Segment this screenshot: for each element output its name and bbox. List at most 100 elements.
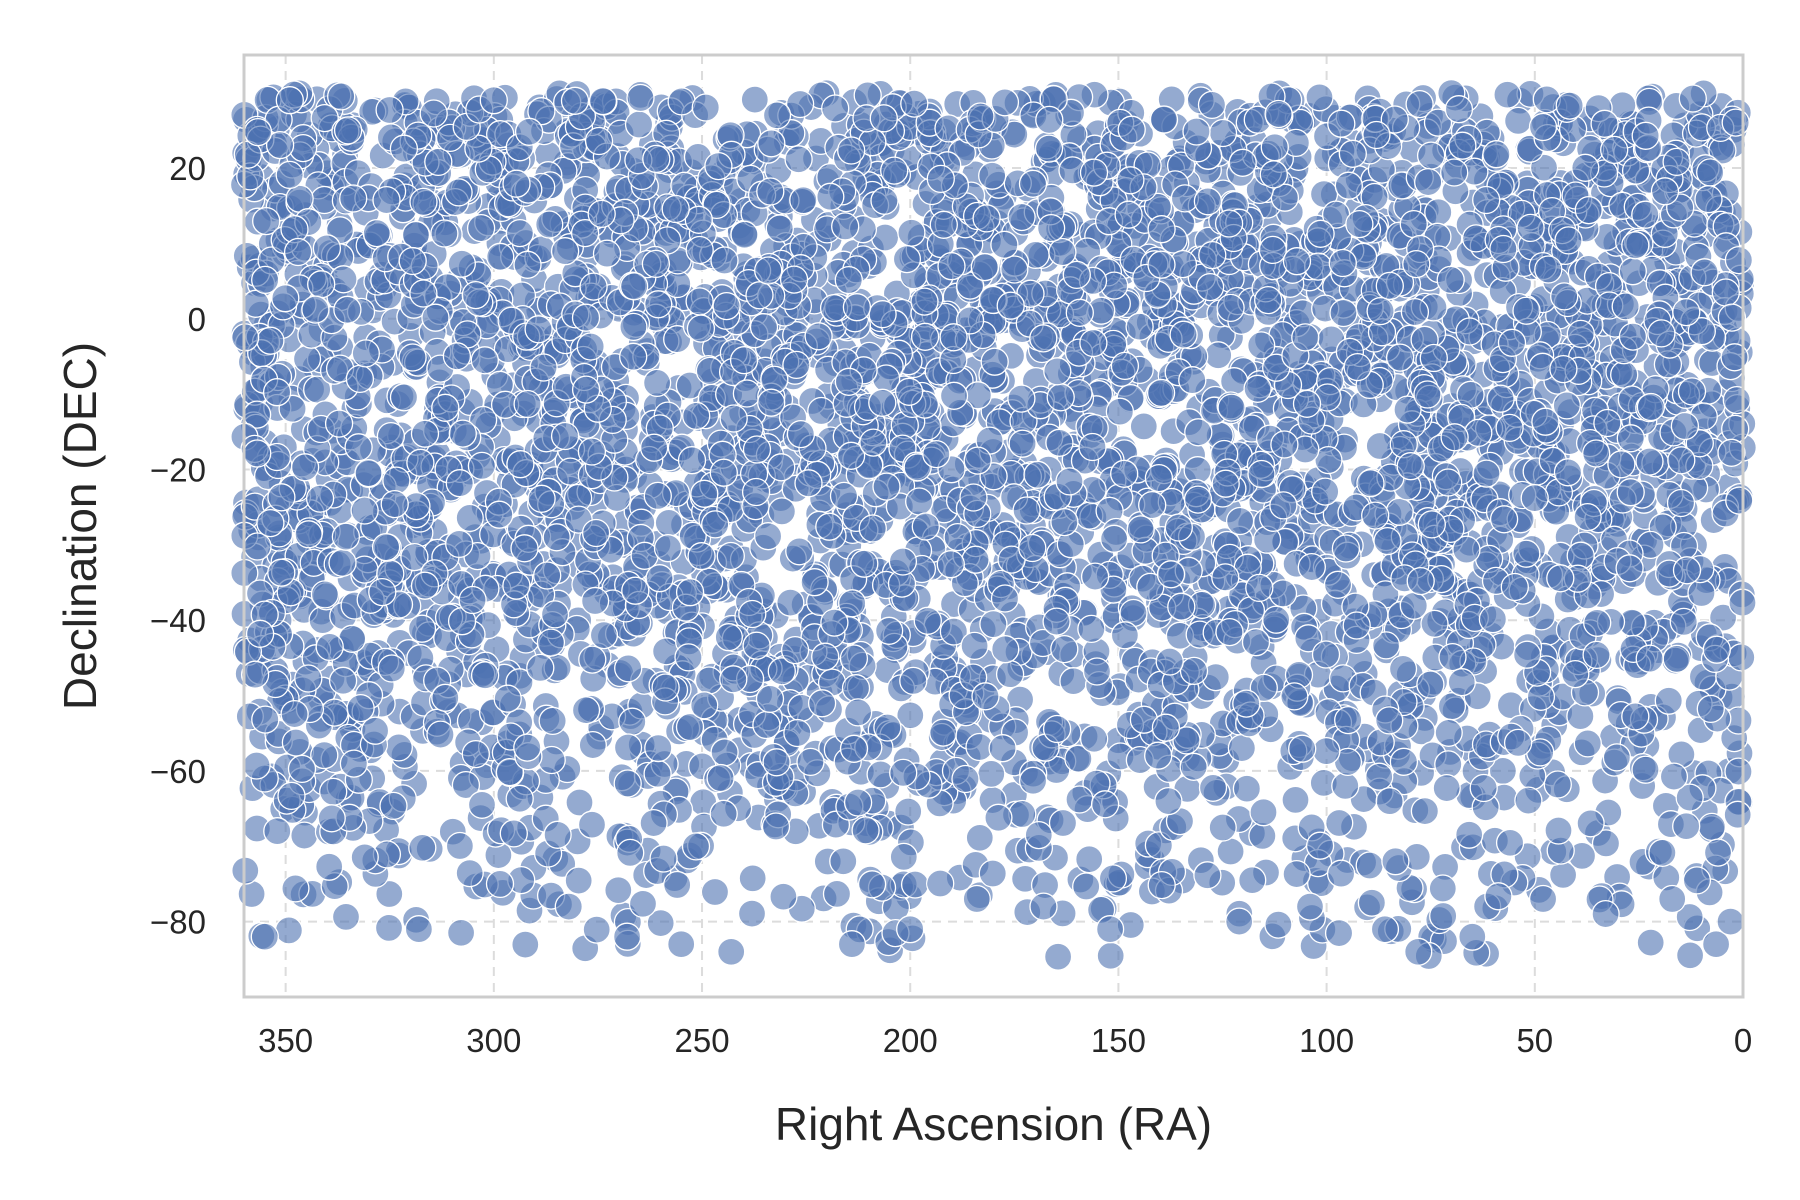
data-point [1079,158,1109,187]
data-point [281,728,311,757]
data-point [880,156,909,185]
data-point [742,631,771,660]
data-point [1702,635,1731,664]
data-point [461,280,490,310]
data-point [505,218,535,248]
data-point [524,315,553,344]
data-point [694,666,724,695]
data-point [1062,260,1091,290]
data-point [1571,153,1600,182]
data-point [577,810,607,839]
data-point [1110,351,1140,381]
data-point [961,545,990,574]
data-point [839,644,869,673]
data-point [1043,357,1072,386]
data-point [581,518,611,548]
data-point [765,214,794,243]
data-point [889,842,918,872]
data-point [256,508,285,538]
data-point [1042,714,1072,744]
data-point [869,104,898,133]
data-point [287,754,317,784]
data-point [939,323,968,352]
data-point [1495,828,1525,857]
data-point [461,739,490,769]
data-point [1576,809,1605,838]
data-point [618,707,647,736]
data-point [1440,158,1469,187]
data-point [580,586,610,616]
data-point [710,246,739,275]
data-point [351,339,380,368]
data-point [1018,533,1047,563]
data-point [1355,851,1384,880]
data-point [753,522,783,551]
data-point [1631,121,1660,150]
data-point [738,864,767,893]
data-point [451,770,481,800]
data-point [1325,808,1354,838]
data-point [333,295,362,324]
data-point [1721,108,1750,137]
data-point [384,733,413,762]
data-point [1324,918,1354,948]
data-point [1365,762,1394,791]
data-point [455,858,484,888]
data-point [1214,209,1244,238]
data-point [1126,515,1155,544]
data-point [674,643,703,672]
data-point [719,404,748,433]
data-point [831,212,860,241]
data-point [1329,298,1358,328]
data-point [979,609,1008,639]
data-point [700,877,730,907]
data-point [1720,343,1749,372]
data-point [749,312,779,342]
data-point [794,469,823,498]
data-point [502,571,531,600]
data-point [1245,573,1274,603]
data-point [571,375,601,404]
data-point [1228,148,1257,177]
data-point [1282,247,1312,276]
data-point [1292,389,1322,418]
data-point [624,110,654,139]
data-point [380,489,409,519]
data-point [1590,109,1619,138]
data-point [754,256,783,285]
data-point [1455,317,1484,346]
data-point [796,747,825,777]
data-point [1486,384,1515,413]
data-point [251,705,280,734]
data-point [1098,864,1128,893]
data-point [971,682,1000,711]
data-point [499,819,528,848]
data-point [570,218,600,248]
data-point [1500,572,1529,602]
data-point [654,508,683,537]
data-point [377,654,406,683]
data-point [446,918,476,947]
data-point [762,748,791,777]
data-point [685,287,714,316]
data-point [922,439,951,469]
data-point [1636,392,1666,422]
data-point [400,542,429,572]
data-point [1375,706,1404,735]
data-point [850,549,879,578]
data-point [1672,812,1701,841]
data-point [653,534,683,563]
data-point [1241,628,1271,657]
data-point [1254,285,1283,315]
data-point [1573,502,1602,532]
data-point [1405,89,1434,119]
data-point [838,589,867,618]
data-point [675,712,705,742]
data-point [1543,770,1572,799]
data-point [761,812,791,841]
data-point [328,666,358,695]
data-point [1080,562,1110,591]
data-point [1178,366,1207,395]
data-point [1566,702,1595,731]
data-point [894,377,924,406]
